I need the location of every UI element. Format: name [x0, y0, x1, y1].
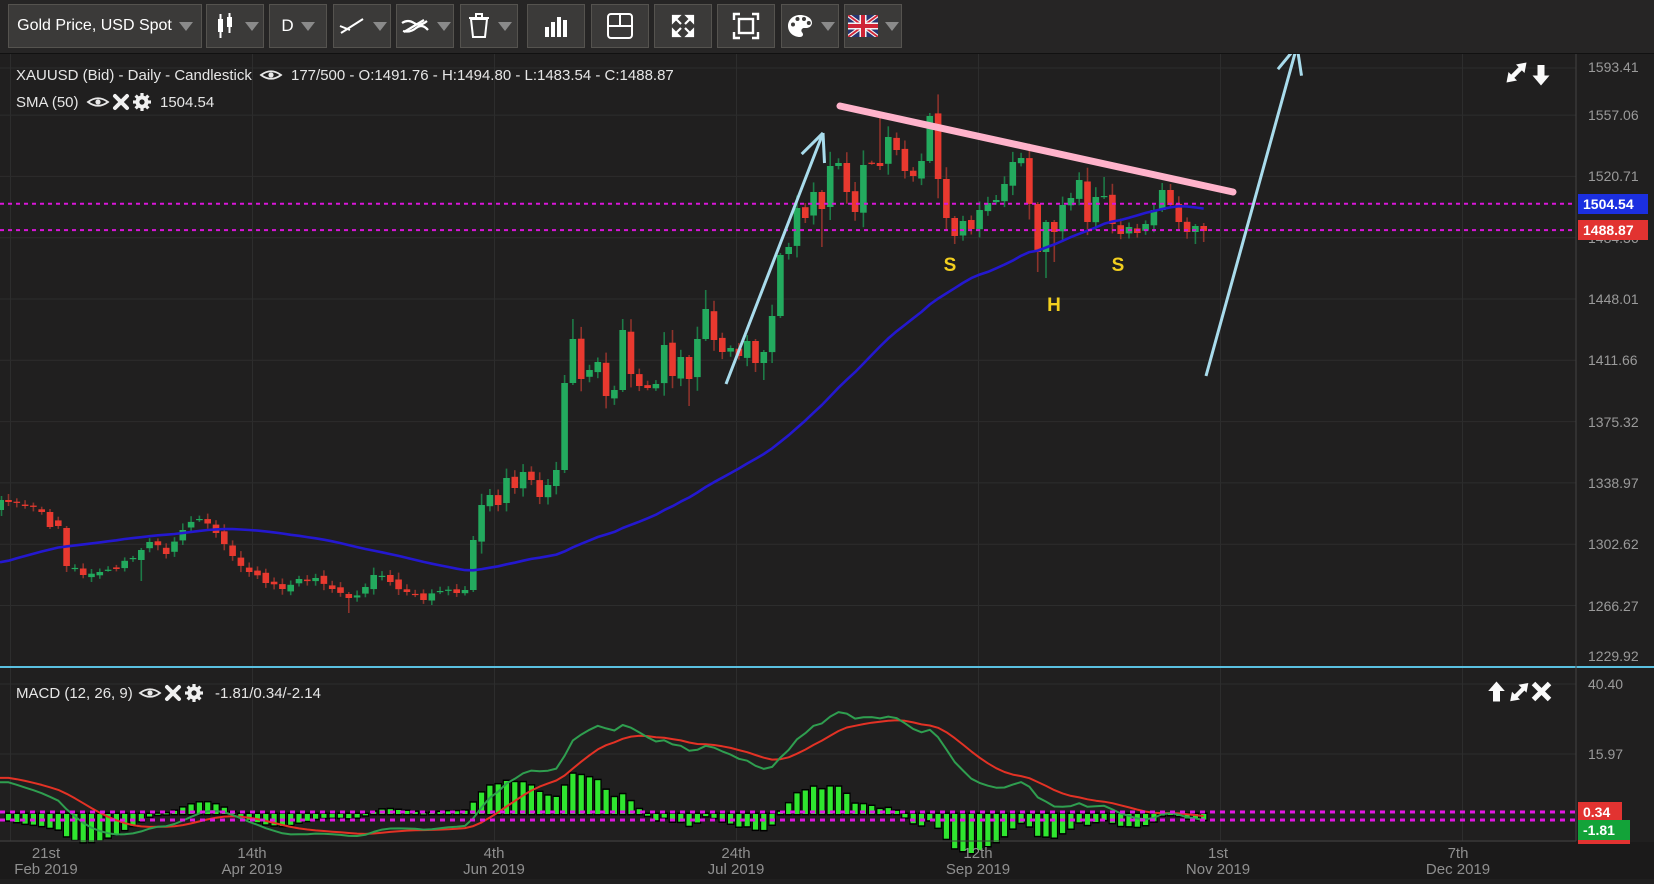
svg-text:1302.62: 1302.62	[1588, 536, 1639, 552]
svg-text:0.34: 0.34	[1583, 804, 1610, 820]
svg-text:Jul 2019: Jul 2019	[708, 861, 765, 878]
svg-text:14th: 14th	[237, 845, 266, 862]
svg-text:4th: 4th	[484, 845, 505, 862]
svg-text:1520.71: 1520.71	[1588, 168, 1639, 184]
svg-text:15.97: 15.97	[1588, 746, 1623, 762]
svg-text:1338.97: 1338.97	[1588, 475, 1639, 491]
svg-text:1488.87: 1488.87	[1583, 222, 1634, 238]
svg-text:S: S	[1112, 255, 1125, 276]
svg-text:1375.32: 1375.32	[1588, 414, 1639, 430]
svg-text:12th: 12th	[963, 845, 992, 862]
svg-text:1504.54: 1504.54	[1583, 196, 1634, 212]
svg-text:177/500 - O:1491.76 - H:1494.8: 177/500 - O:1491.76 - H:1494.80 - L:1483…	[291, 67, 674, 84]
svg-text:SMA (50): SMA (50)	[16, 94, 79, 111]
svg-text:1229.92: 1229.92	[1588, 648, 1639, 664]
svg-text:Feb 2019: Feb 2019	[14, 861, 77, 878]
svg-text:Dec 2019: Dec 2019	[1426, 861, 1490, 878]
svg-text:Sep 2019: Sep 2019	[946, 861, 1010, 878]
svg-text:7th: 7th	[1448, 845, 1469, 862]
svg-text:-1.81/0.34/-2.14: -1.81/0.34/-2.14	[215, 685, 321, 702]
svg-text:1st: 1st	[1208, 845, 1229, 862]
svg-text:MACD (12, 26, 9): MACD (12, 26, 9)	[16, 685, 133, 702]
svg-text:Apr 2019: Apr 2019	[222, 861, 283, 878]
svg-text:XAUUSD (Bid) - Daily - Candles: XAUUSD (Bid) - Daily - Candlestick	[16, 67, 252, 84]
svg-text:21st: 21st	[32, 845, 61, 862]
svg-text:24th: 24th	[721, 845, 750, 862]
svg-text:1411.66: 1411.66	[1588, 352, 1638, 368]
svg-text:1557.06: 1557.06	[1588, 107, 1639, 123]
svg-text:1593.41: 1593.41	[1588, 59, 1639, 75]
svg-text:Jun 2019: Jun 2019	[463, 861, 525, 878]
svg-text:1448.01: 1448.01	[1588, 291, 1639, 307]
svg-text:S: S	[944, 255, 957, 276]
svg-text:1266.27: 1266.27	[1588, 598, 1639, 614]
svg-text:Nov 2019: Nov 2019	[1186, 861, 1250, 878]
svg-text:-1.81: -1.81	[1583, 822, 1615, 838]
svg-text:40.40: 40.40	[1588, 676, 1623, 692]
svg-text:H: H	[1047, 295, 1061, 316]
svg-text:1504.54: 1504.54	[160, 94, 214, 111]
